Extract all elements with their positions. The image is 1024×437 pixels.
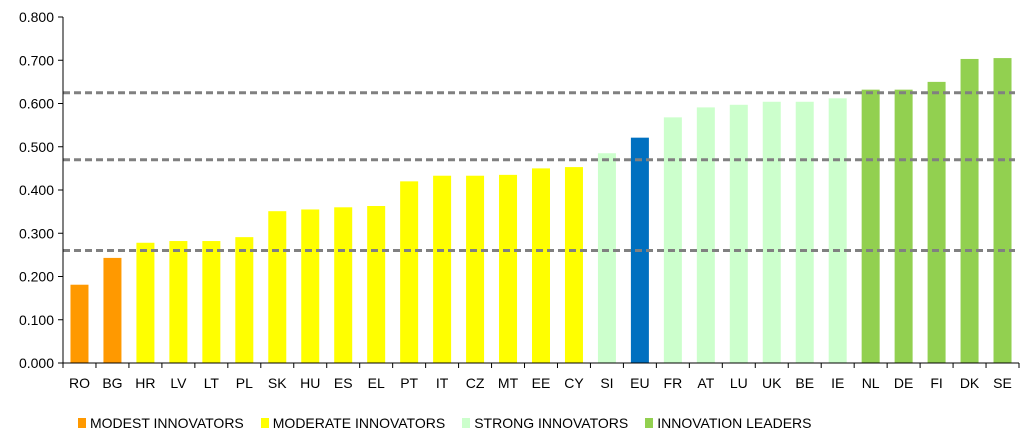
x-tick-label: PL — [236, 375, 253, 391]
bar-cy — [564, 167, 583, 363]
x-tick-label: EU — [630, 375, 649, 391]
bar-nl — [861, 89, 880, 363]
x-tick-label: IE — [831, 375, 844, 391]
bar-ro — [70, 284, 89, 363]
bar-sk — [268, 211, 287, 363]
legend-label-strong: STRONG INNOVATORS — [474, 415, 629, 431]
y-tick-label: 0.400 — [19, 182, 54, 198]
x-tick-label: RO — [69, 375, 90, 391]
x-tick-label: CZ — [466, 375, 485, 391]
bar-ee — [532, 168, 550, 363]
legend-item-leaders: INNOVATION LEADERS — [645, 415, 812, 431]
bar-lv — [169, 241, 188, 363]
bar-se — [993, 58, 1012, 364]
bar-fi — [927, 81, 946, 363]
bar-pl — [235, 237, 254, 363]
chart-legend: MODEST INNOVATORS MODERATE INNOVATORS ST… — [78, 414, 829, 432]
x-tick-label: SK — [268, 375, 287, 391]
bar-cz — [466, 175, 485, 363]
bar-at — [696, 107, 715, 363]
x-tick-label: BG — [102, 375, 122, 391]
bar-mt — [499, 174, 518, 363]
y-tick-label: 0.600 — [19, 96, 54, 112]
bar-el — [367, 206, 386, 363]
legend-swatch-moderate — [260, 418, 269, 428]
legend-item-modest: MODEST INNOVATORS — [78, 415, 244, 431]
legend-item-moderate: MODERATE INNOVATORS — [260, 415, 446, 431]
x-tick-label: LU — [730, 375, 748, 391]
legend-label-moderate: MODERATE INNOVATORS — [272, 415, 446, 431]
x-tick-label: ES — [334, 375, 353, 391]
x-tick-label: NL — [862, 375, 880, 391]
bar-de — [894, 89, 913, 363]
x-tick-label: SE — [993, 375, 1012, 391]
legend-item-strong: STRONG INNOVATORS — [462, 415, 628, 431]
bar-si — [597, 153, 616, 363]
x-tick-label: EE — [532, 375, 551, 391]
x-tick-label: IT — [436, 375, 449, 391]
y-tick-label: 0.300 — [19, 225, 54, 241]
x-tick-label: AT — [697, 375, 714, 391]
x-tick-label: UK — [762, 375, 782, 391]
x-tick-label: HR — [135, 375, 155, 391]
y-tick-label: 0.000 — [19, 355, 54, 371]
bar-pt — [400, 181, 419, 363]
bar-hu — [301, 209, 320, 363]
bar-it — [433, 175, 452, 363]
x-tick-label: PT — [400, 375, 418, 391]
x-tick-label: DK — [960, 375, 980, 391]
x-tick-label: MT — [498, 375, 519, 391]
bar-dk — [960, 58, 979, 363]
y-tick-label: 0.500 — [19, 139, 54, 155]
x-tick-label: LV — [170, 375, 187, 391]
x-tick-label: FR — [664, 375, 683, 391]
y-tick-label: 0.200 — [19, 269, 54, 285]
bar-ie — [828, 98, 847, 363]
legend-swatch-strong — [462, 418, 471, 428]
bar-fr — [663, 117, 682, 363]
x-tick-label: FI — [930, 375, 942, 391]
y-tick-label: 0.700 — [19, 52, 54, 68]
y-tick-label: 0.800 — [19, 9, 54, 25]
bar-hr — [136, 242, 155, 363]
x-tick-label: EL — [368, 375, 385, 391]
legend-label-modest: MODEST INNOVATORS — [90, 415, 244, 431]
x-tick-label: LT — [204, 375, 220, 391]
bar-es — [334, 207, 353, 363]
bar-uk — [762, 101, 781, 364]
y-tick-label: 0.100 — [19, 312, 54, 328]
bar-lt — [202, 241, 221, 363]
x-tick-label: CY — [564, 375, 584, 391]
bar-lu — [729, 104, 748, 364]
x-tick-label: SI — [600, 375, 613, 391]
legend-label-leaders: INNOVATION LEADERS — [657, 415, 812, 431]
legend-swatch-leaders — [645, 418, 654, 428]
bar-be — [795, 101, 814, 364]
bar-bg — [103, 257, 122, 363]
x-tick-label: HU — [300, 375, 320, 391]
legend-swatch-modest — [78, 418, 86, 428]
x-tick-label: BE — [795, 375, 814, 391]
x-tick-label: DE — [894, 375, 913, 391]
